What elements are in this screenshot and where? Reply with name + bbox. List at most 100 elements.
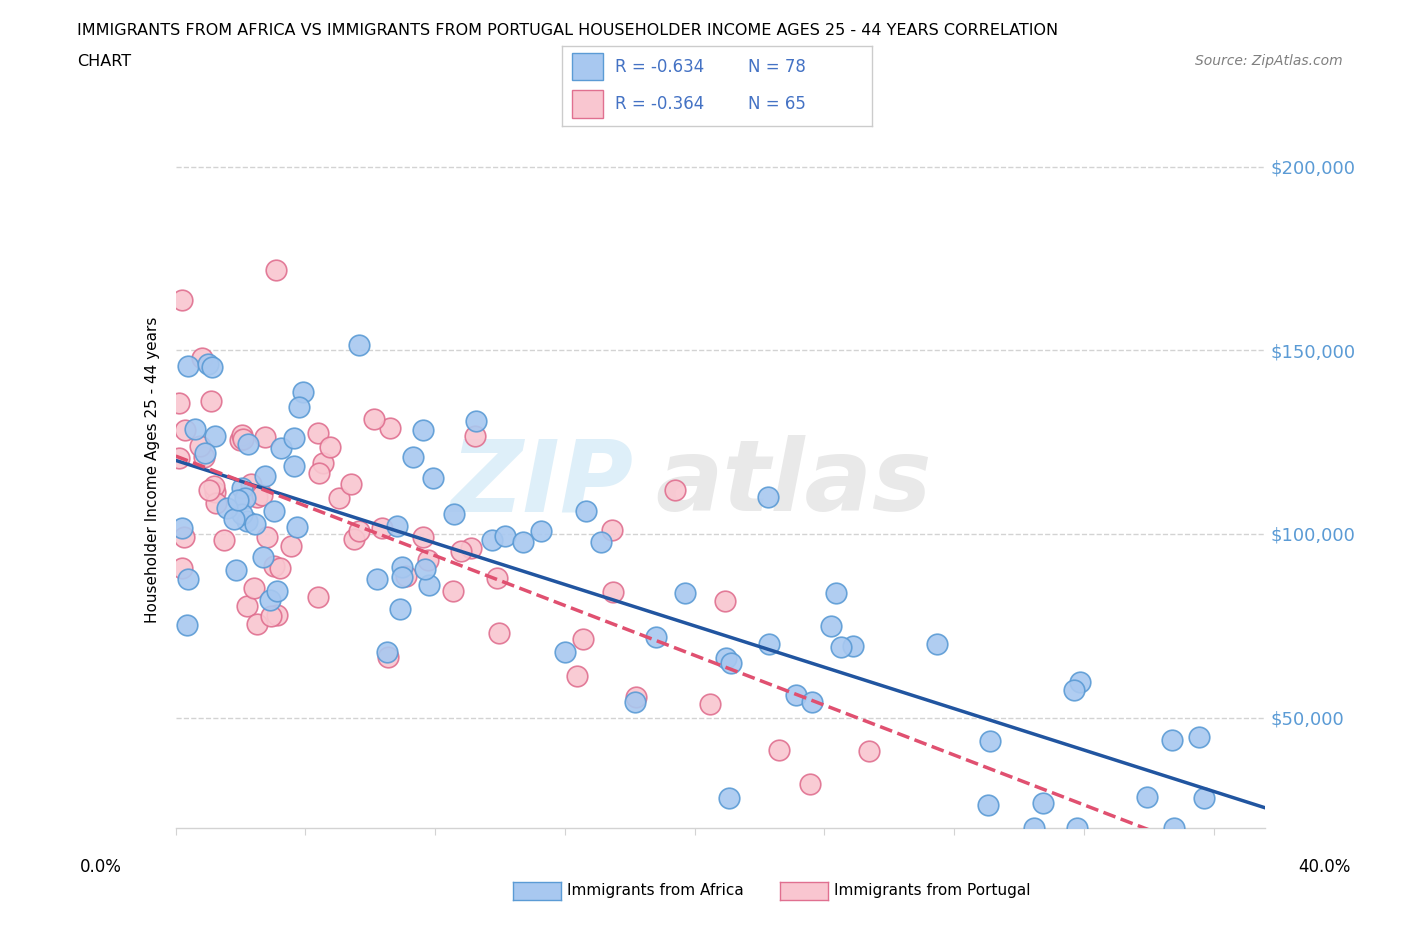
Point bbox=[925, 636, 948, 651]
Point bbox=[1066, 820, 1088, 835]
Point bbox=[418, 578, 440, 592]
Point bbox=[240, 477, 263, 492]
Point bbox=[246, 489, 269, 504]
Point bbox=[624, 690, 647, 705]
Text: ZIP: ZIP bbox=[450, 435, 633, 533]
Point bbox=[231, 506, 253, 521]
Point bbox=[347, 524, 370, 538]
Point bbox=[197, 356, 219, 371]
Point bbox=[204, 485, 226, 499]
Point bbox=[464, 429, 486, 444]
FancyBboxPatch shape bbox=[572, 53, 603, 81]
Point bbox=[1135, 790, 1157, 804]
Point bbox=[450, 543, 472, 558]
Point bbox=[1161, 732, 1184, 747]
Point bbox=[395, 568, 418, 583]
Point bbox=[343, 532, 366, 547]
Point bbox=[979, 733, 1001, 748]
Point bbox=[441, 583, 464, 598]
Point bbox=[231, 481, 253, 496]
Point bbox=[263, 559, 285, 574]
Point bbox=[254, 430, 277, 445]
Point bbox=[602, 584, 624, 599]
Point bbox=[830, 640, 852, 655]
Point bbox=[574, 504, 596, 519]
Point bbox=[768, 742, 790, 757]
Point bbox=[259, 592, 281, 607]
Point bbox=[194, 445, 217, 460]
Point bbox=[256, 530, 278, 545]
Text: atlas: atlas bbox=[655, 435, 932, 533]
Point bbox=[212, 533, 235, 548]
Text: N = 78: N = 78 bbox=[748, 58, 806, 75]
Point bbox=[285, 520, 308, 535]
Point bbox=[197, 483, 219, 498]
Text: 40.0%: 40.0% bbox=[1298, 858, 1351, 876]
Point bbox=[1032, 795, 1054, 810]
Point bbox=[167, 395, 190, 410]
Point bbox=[1063, 683, 1085, 698]
Point bbox=[664, 483, 686, 498]
Point bbox=[377, 649, 399, 664]
Point bbox=[291, 384, 314, 399]
Point bbox=[225, 562, 247, 577]
Point bbox=[758, 637, 780, 652]
Point bbox=[512, 535, 534, 550]
Point bbox=[307, 590, 329, 604]
Point bbox=[494, 528, 516, 543]
Point bbox=[231, 428, 253, 443]
Point bbox=[236, 513, 259, 528]
Point bbox=[253, 469, 276, 484]
Text: N = 65: N = 65 bbox=[748, 95, 806, 113]
Point bbox=[173, 530, 195, 545]
Point bbox=[824, 586, 846, 601]
Point bbox=[488, 625, 510, 640]
Point bbox=[363, 412, 385, 427]
Point bbox=[645, 630, 668, 644]
Point bbox=[713, 593, 735, 608]
Point bbox=[485, 570, 508, 585]
Point bbox=[673, 586, 696, 601]
Point bbox=[222, 512, 245, 526]
Point bbox=[205, 496, 228, 511]
Point bbox=[554, 644, 576, 659]
Point bbox=[176, 618, 198, 633]
Point bbox=[191, 351, 214, 365]
Point bbox=[347, 338, 370, 352]
Point bbox=[340, 477, 363, 492]
Text: CHART: CHART bbox=[77, 54, 131, 69]
Text: R = -0.634: R = -0.634 bbox=[614, 58, 704, 75]
Point bbox=[226, 493, 249, 508]
Point bbox=[202, 479, 225, 494]
Point bbox=[465, 413, 488, 428]
Point bbox=[174, 423, 197, 438]
Point bbox=[800, 695, 823, 710]
Point bbox=[589, 534, 612, 549]
Point bbox=[412, 529, 434, 544]
Point bbox=[266, 584, 288, 599]
Point bbox=[201, 360, 224, 375]
Text: Immigrants from Africa: Immigrants from Africa bbox=[567, 884, 744, 898]
Point bbox=[600, 523, 623, 538]
Text: Source: ZipAtlas.com: Source: ZipAtlas.com bbox=[1195, 54, 1343, 68]
Point bbox=[785, 688, 807, 703]
Point bbox=[842, 639, 865, 654]
Point bbox=[319, 439, 342, 454]
Point bbox=[716, 651, 738, 666]
Point bbox=[200, 393, 222, 408]
Point bbox=[266, 607, 288, 622]
Point bbox=[391, 569, 413, 584]
Point bbox=[1163, 820, 1185, 835]
Point bbox=[288, 400, 311, 415]
Point bbox=[718, 790, 741, 805]
Point bbox=[758, 489, 780, 504]
Point bbox=[1188, 730, 1211, 745]
Point bbox=[858, 743, 880, 758]
Point bbox=[280, 538, 302, 553]
Point bbox=[264, 262, 287, 277]
Point bbox=[366, 572, 388, 587]
Point bbox=[624, 695, 647, 710]
Point bbox=[799, 777, 821, 791]
Text: Immigrants from Portugal: Immigrants from Portugal bbox=[834, 884, 1031, 898]
Point bbox=[389, 602, 412, 617]
